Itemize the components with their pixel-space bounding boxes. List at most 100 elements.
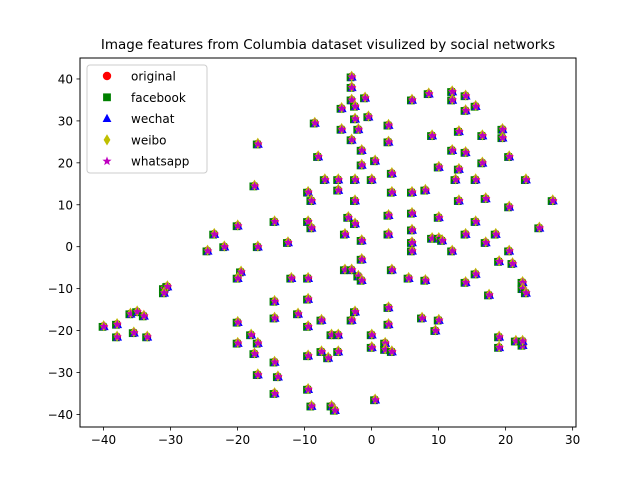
data-point-whatsapp [253, 338, 263, 348]
data-point-whatsapp [350, 174, 360, 184]
data-point-whatsapp [454, 164, 464, 174]
data-point-whatsapp [347, 95, 357, 104]
data-point-whatsapp [333, 330, 344, 339]
data-point-whatsapp [330, 405, 340, 415]
x-tick-label: 10 [431, 433, 446, 447]
data-point-whatsapp [478, 158, 488, 167]
x-tick-label: −30 [158, 433, 183, 447]
data-point-whatsapp [434, 315, 444, 325]
data-point-whatsapp [387, 346, 397, 356]
data-point-whatsapp [313, 151, 323, 161]
data-point-whatsapp [250, 181, 260, 190]
y-tick-label: −10 [48, 282, 73, 296]
ticks-layer: −40 −30 −20 −10 0 10 20 30 −40 −30 −20 −10 0 10 20 30 40 [48, 72, 581, 447]
data-point-whatsapp [310, 118, 320, 127]
data-point-whatsapp [347, 315, 357, 325]
data-point-whatsapp [350, 218, 360, 228]
y-tick-label: −30 [48, 366, 73, 380]
data-point-whatsapp [384, 120, 394, 130]
data-point-whatsapp [357, 254, 367, 264]
data-point-whatsapp [387, 187, 397, 197]
x-tick-label: 0 [368, 433, 376, 447]
data-point-whatsapp [203, 246, 213, 255]
data-point-whatsapp [159, 288, 169, 297]
data-point-whatsapp [387, 168, 397, 178]
y-tick-label: 0 [65, 240, 73, 254]
data-point-whatsapp [518, 336, 528, 346]
data-point-whatsapp [246, 330, 256, 339]
data-point-whatsapp [494, 342, 504, 352]
data-point-whatsapp [333, 185, 344, 195]
data-point-whatsapp [343, 212, 354, 222]
data-point-whatsapp [142, 332, 152, 341]
data-point-whatsapp [350, 101, 360, 111]
data-point-whatsapp [357, 145, 367, 155]
data-point-whatsapp [307, 401, 317, 411]
legend-marker-wechat [102, 113, 112, 122]
y-tick-label: −40 [48, 408, 73, 422]
data-point-whatsapp [494, 256, 504, 266]
data-point-whatsapp [471, 174, 481, 184]
data-point-whatsapp [407, 237, 417, 247]
legend: original facebook wechat weibo whatsapp [86, 64, 208, 174]
data-point-whatsapp [303, 187, 313, 197]
data-point-whatsapp [407, 187, 417, 197]
data-point-whatsapp [162, 281, 173, 291]
data-point-whatsapp [424, 88, 434, 98]
points-layer [98, 70, 558, 416]
data-point-whatsapp [447, 86, 457, 96]
data-point-whatsapp [317, 315, 327, 325]
data-point-whatsapp [293, 309, 303, 318]
data-point-whatsapp [253, 369, 263, 379]
data-point-whatsapp [327, 330, 337, 339]
x-tick-label: 20 [498, 433, 513, 447]
data-point-whatsapp [354, 124, 364, 134]
data-point-whatsapp [357, 160, 367, 169]
data-point-whatsapp [132, 306, 142, 316]
data-point-whatsapp [253, 139, 263, 148]
data-point-whatsapp [340, 265, 350, 274]
data-point-whatsapp [511, 336, 521, 346]
data-point-whatsapp [236, 267, 246, 276]
data-point-whatsapp [317, 346, 327, 356]
data-point-whatsapp [367, 174, 377, 184]
data-point-whatsapp [303, 273, 313, 283]
data-point-whatsapp [112, 319, 122, 329]
data-point-whatsapp [303, 351, 313, 360]
data-point-whatsapp [129, 327, 139, 337]
data-point-whatsapp [209, 229, 220, 239]
data-point-whatsapp [417, 313, 427, 322]
data-point-whatsapp [303, 384, 313, 394]
data-point-whatsapp [303, 216, 313, 226]
legend-label-wechat: wechat [131, 112, 175, 126]
data-point-whatsapp [350, 114, 360, 123]
x-tick-label: −10 [292, 433, 317, 447]
data-point-whatsapp [347, 72, 357, 81]
data-point-whatsapp [384, 229, 394, 239]
data-point-whatsapp [484, 290, 494, 299]
data-point-whatsapp [270, 357, 280, 366]
data-point-whatsapp [283, 237, 293, 247]
data-point-whatsapp [454, 195, 464, 205]
legend-label-original: original [131, 70, 176, 84]
legend-box [86, 64, 208, 174]
y-tick-label: −20 [48, 324, 73, 338]
data-point-whatsapp [478, 130, 488, 140]
data-point-whatsapp [273, 371, 283, 381]
data-point-whatsapp [481, 193, 491, 203]
data-point-whatsapp [233, 273, 243, 283]
data-point-whatsapp [270, 296, 280, 306]
data-point-whatsapp [327, 401, 337, 411]
data-point-whatsapp [357, 235, 367, 245]
data-point-whatsapp [451, 174, 461, 184]
data-point-whatsapp [233, 338, 243, 348]
data-point-whatsapp [508, 258, 518, 268]
data-point-whatsapp [303, 294, 313, 304]
data-point-whatsapp [384, 210, 394, 220]
data-point-whatsapp [384, 302, 394, 312]
data-point-whatsapp [112, 332, 122, 341]
data-point-whatsapp [404, 273, 414, 283]
data-point-whatsapp [407, 208, 417, 218]
legend-label-whatsapp: whatsapp [131, 155, 189, 169]
data-point-whatsapp [471, 269, 481, 278]
